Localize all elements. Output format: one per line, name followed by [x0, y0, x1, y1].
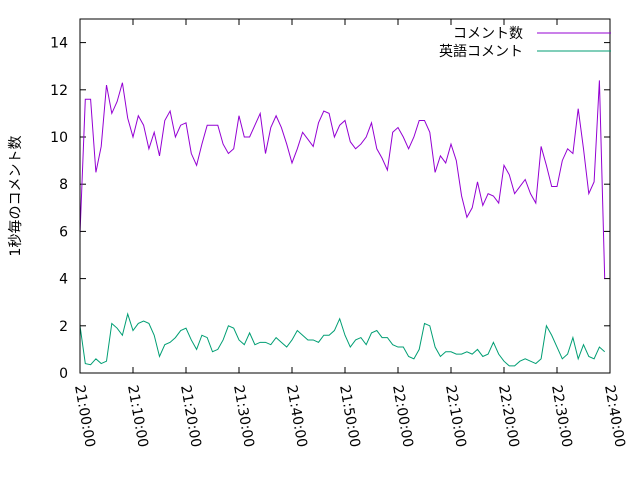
y-tick-label: 10 [50, 130, 68, 146]
x-tick-label: 21:50:00 [336, 384, 363, 449]
x-tick-label: 21:30:00 [230, 384, 257, 449]
x-tick-label: 21:40:00 [283, 384, 310, 449]
x-tick-210000: 21:00:00 [71, 19, 98, 449]
x-tick-213000: 21:30:00 [230, 19, 257, 449]
y-tick-label: 14 [50, 36, 68, 52]
x-tick-label: 22:40:00 [601, 384, 628, 449]
x-tick-222000: 22:20:00 [495, 19, 522, 449]
x-tick-label: 22:30:00 [548, 384, 575, 449]
x-tick-211000: 21:10:00 [124, 19, 151, 449]
y-axis-label: 1秒毎のコメント数 [8, 136, 24, 257]
y-tick-0: 0 [59, 366, 610, 382]
plot-frame [79, 18, 611, 374]
legend-label: コメント数 [453, 26, 523, 42]
y-tick-8: 8 [59, 177, 610, 193]
series-line-1 [79, 312, 606, 367]
y-tick-10: 10 [50, 130, 610, 146]
x-tick-214000: 21:40:00 [283, 19, 310, 449]
x-tick-221000: 22:10:00 [442, 19, 469, 449]
y-tick-6: 6 [59, 224, 610, 240]
y-tick-label: 6 [59, 224, 68, 240]
y-tick-4: 4 [59, 272, 610, 288]
legend-label: 英語コメント [439, 43, 523, 60]
series-layer [79, 80, 606, 367]
series-line-0 [79, 80, 606, 279]
y-tick-label: 4 [59, 272, 68, 288]
x-tick-223000: 22:30:00 [548, 19, 575, 449]
x-tick-label: 21:00:00 [71, 384, 98, 449]
x-tick-label: 21:20:00 [177, 384, 204, 449]
y-tick-2: 2 [59, 319, 610, 335]
x-tick-212000: 21:20:00 [177, 19, 204, 449]
y-tick-label: 12 [50, 83, 68, 99]
x-tick-label: 22:00:00 [389, 384, 416, 449]
y-tick-12: 12 [50, 83, 610, 99]
y-tick-label: 0 [59, 366, 68, 382]
x-axis-ticks: 21:00:00 21:10:00 21:20:00 21:30:00 21:40:00… [71, 19, 628, 449]
y-axis-ticks: 0 2 4 6 8 10 12 14 [50, 36, 610, 382]
x-tick-label: 21:10:00 [124, 384, 151, 449]
legend-entry-0: コメント数 [453, 26, 611, 42]
x-tick-224000: 22:40:00 [601, 19, 628, 449]
y-tick-label: 2 [59, 319, 68, 335]
x-tick-label: 22:10:00 [442, 384, 469, 449]
x-tick-220000: 22:00:00 [389, 19, 416, 449]
x-tick-label: 22:20:00 [495, 384, 522, 449]
legend-entry-1: 英語コメント [439, 43, 611, 60]
y-tick-14: 14 [50, 36, 610, 52]
y-tick-label: 8 [59, 177, 68, 193]
x-tick-215000: 21:50:00 [336, 19, 363, 449]
